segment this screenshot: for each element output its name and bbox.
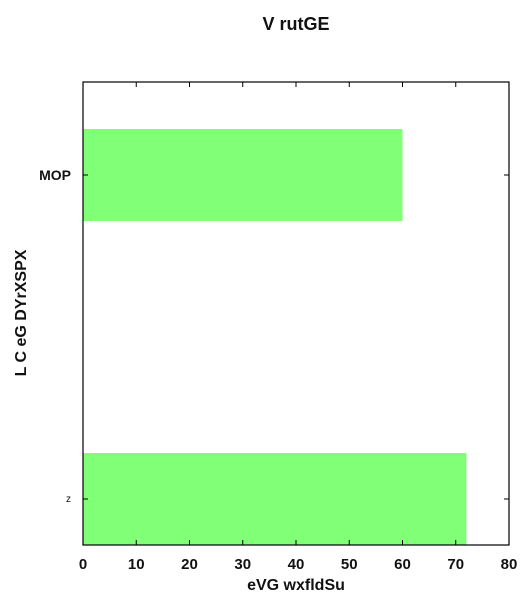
x-tick-label: 20	[181, 556, 198, 573]
plot-frame	[82, 81, 510, 546]
bar-1	[83, 453, 467, 545]
y-axis-label: L C eG DYrXSPX	[13, 249, 30, 376]
ticks-layer: MOP z 0 10 20 30 40 50 60 70 80	[39, 82, 517, 573]
x-tick-label: 30	[234, 556, 251, 573]
x-tick-label: 70	[447, 556, 464, 573]
x-tick-label: 60	[394, 556, 411, 573]
y-tick-label: MOP	[39, 167, 71, 183]
bar-0	[83, 129, 403, 221]
x-tick-label: 50	[341, 556, 358, 573]
x-tick-label: 40	[288, 556, 305, 573]
x-tick-label: 80	[501, 556, 518, 573]
x-axis-label: eVG wxfldSu	[247, 577, 345, 594]
x-tick-label: 10	[128, 556, 145, 573]
x-tick-label: 0	[79, 556, 87, 573]
y-tick-label: z	[66, 494, 71, 505]
bars-layer	[83, 129, 467, 545]
chart-title: V rutGE	[262, 14, 329, 34]
